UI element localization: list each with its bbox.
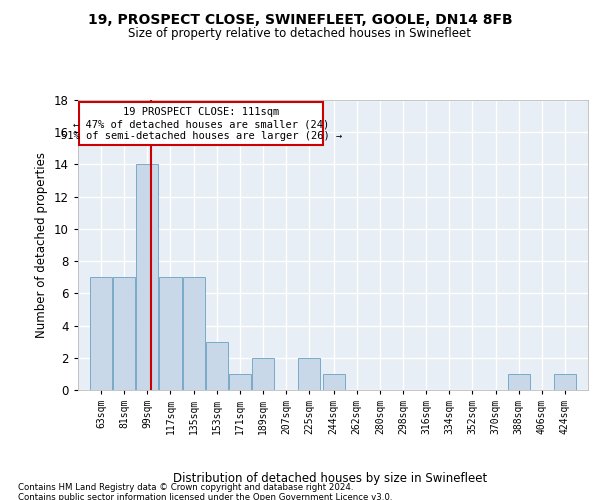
Text: ← 47% of detached houses are smaller (24): ← 47% of detached houses are smaller (24…	[73, 120, 329, 130]
FancyBboxPatch shape	[79, 102, 323, 145]
Bar	[136, 164, 158, 390]
Bar	[252, 358, 274, 390]
Text: 19 PROSPECT CLOSE: 111sqm: 19 PROSPECT CLOSE: 111sqm	[123, 108, 279, 118]
Bar	[323, 374, 344, 390]
Bar	[206, 342, 228, 390]
Bar	[160, 277, 182, 390]
Bar	[508, 374, 530, 390]
Y-axis label: Number of detached properties: Number of detached properties	[35, 152, 49, 338]
Text: Contains HM Land Registry data © Crown copyright and database right 2024.: Contains HM Land Registry data © Crown c…	[18, 484, 353, 492]
Bar	[182, 277, 205, 390]
Bar	[90, 277, 112, 390]
Text: Size of property relative to detached houses in Swinefleet: Size of property relative to detached ho…	[128, 28, 472, 40]
Bar	[554, 374, 576, 390]
Bar	[298, 358, 320, 390]
Text: 51% of semi-detached houses are larger (26) →: 51% of semi-detached houses are larger (…	[61, 132, 342, 141]
Text: 19, PROSPECT CLOSE, SWINEFLEET, GOOLE, DN14 8FB: 19, PROSPECT CLOSE, SWINEFLEET, GOOLE, D…	[88, 12, 512, 26]
Text: Distribution of detached houses by size in Swinefleet: Distribution of detached houses by size …	[173, 472, 487, 485]
Bar	[113, 277, 135, 390]
Bar	[229, 374, 251, 390]
Text: Contains public sector information licensed under the Open Government Licence v3: Contains public sector information licen…	[18, 494, 392, 500]
